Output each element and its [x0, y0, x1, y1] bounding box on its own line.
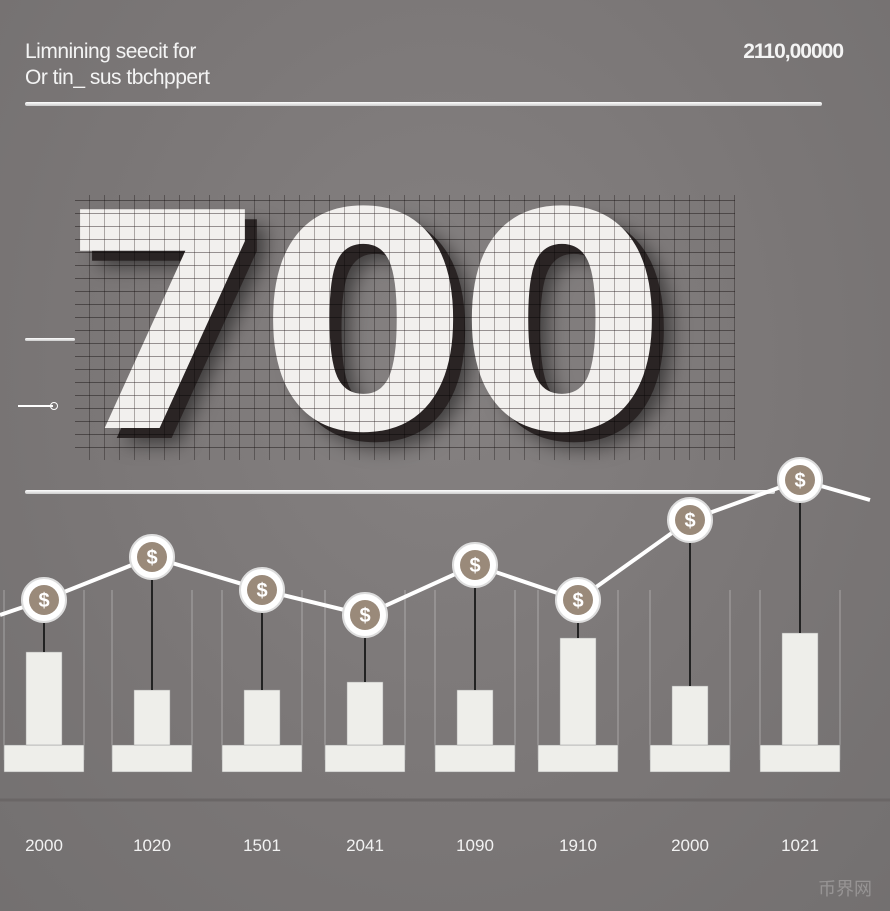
divider-chart [25, 490, 775, 494]
dollar-icon: $ [572, 590, 583, 612]
dollar-icon: $ [38, 590, 49, 612]
x-tick-label: 1090 [456, 836, 494, 855]
x-tick-label: 1020 [133, 836, 171, 855]
dollar-icon: $ [469, 555, 480, 577]
marker-coin [29, 585, 59, 615]
series-line [0, 477, 871, 618]
bar [671, 685, 709, 746]
total-value: 2110,00000 [743, 40, 844, 63]
x-tick-label: 2000 [25, 836, 63, 855]
bar [133, 689, 171, 746]
hero-number: 700 [60, 150, 666, 499]
subtitle-line-2: Or tin_ sus tbchppert [25, 66, 210, 89]
x-tick-label: 2000 [671, 836, 709, 855]
marker-coin [460, 550, 490, 580]
divider-top [25, 102, 822, 106]
bar [243, 689, 281, 746]
bar [346, 681, 384, 746]
subtitle-line-1: Limnining seecit for [25, 40, 196, 63]
watermark: 币界网 [818, 879, 872, 899]
x-tick-label: 1910 [559, 836, 597, 855]
bar-base [111, 744, 193, 773]
dollar-icon: $ [256, 580, 267, 602]
marker-coin [675, 505, 705, 535]
marker-coin [247, 575, 277, 605]
bar-base [649, 744, 731, 773]
marker-coin [563, 585, 593, 615]
bar-base [3, 744, 85, 773]
bar [456, 689, 494, 746]
marker-coin [785, 465, 815, 495]
bar-base [434, 744, 516, 773]
dollar-icon: $ [359, 605, 370, 627]
dollar-icon: $ [794, 470, 805, 492]
bar-base [537, 744, 619, 773]
bar [25, 651, 63, 746]
x-tick-label: 1021 [781, 836, 819, 855]
bar-base [221, 744, 303, 773]
divider-left [25, 338, 75, 341]
bar [781, 632, 819, 746]
dollar-icon: $ [684, 510, 695, 532]
dollar-icon: $ [146, 547, 157, 569]
x-tick-label: 2041 [346, 836, 384, 855]
marker-coin [350, 600, 380, 630]
bar [559, 637, 597, 746]
bar-base [324, 744, 406, 773]
marker-coin [137, 542, 167, 572]
bar-base [759, 744, 841, 773]
slider-handle-icon [18, 402, 58, 410]
x-tick-label: 1501 [243, 836, 281, 855]
